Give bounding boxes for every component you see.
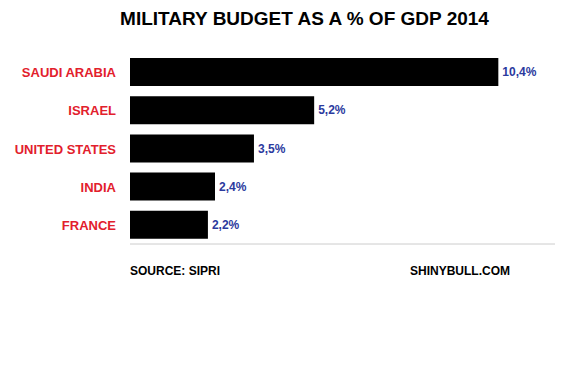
svg-text:2,4%: 2,4% (219, 180, 247, 194)
svg-text:FRANCE: FRANCE (62, 218, 116, 233)
svg-text:SAUDI ARABIA: SAUDI ARABIA (22, 65, 117, 80)
svg-text:ISRAEL: ISRAEL (68, 103, 116, 118)
svg-text:10,4%: 10,4% (502, 65, 536, 79)
svg-text:INDIA: INDIA (81, 180, 117, 195)
html-text:MILITARY BUDGET AS A % OF GDP: MILITARY BUDGET AS A % OF GDP 2014 (120, 8, 489, 29)
svg-text:3,5%: 3,5% (258, 142, 286, 156)
svg-text:5,2%: 5,2% (318, 103, 346, 117)
svg-text:UNITED STATES: UNITED STATES (15, 142, 117, 157)
svg-text:2,2%: 2,2% (212, 218, 240, 232)
html-text:SOURCE: SIPRI: SOURCE: SIPRI (130, 264, 220, 278)
html-text:SHINYBULL.COM: SHINYBULL.COM (410, 264, 510, 278)
